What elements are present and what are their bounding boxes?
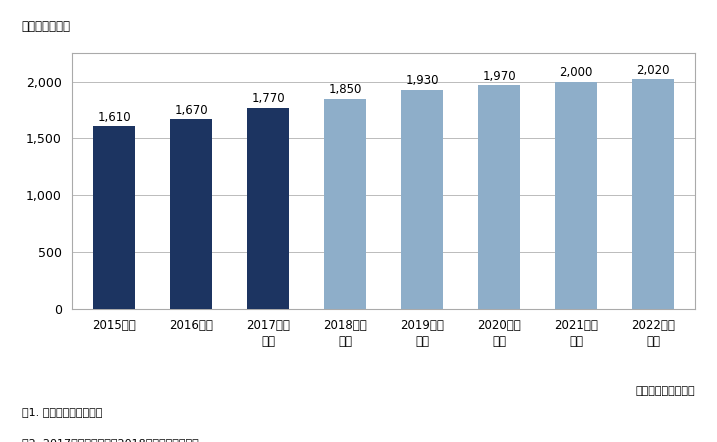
Bar: [401, 89, 443, 309]
Text: 1,970: 1,970: [483, 70, 516, 83]
Text: 1,610: 1,610: [98, 110, 131, 124]
Text: 注1. 事業者売上高ベース: 注1. 事業者売上高ベース: [22, 407, 102, 417]
Bar: [632, 79, 674, 309]
Text: 2,000: 2,000: [559, 66, 593, 79]
Text: 1,670: 1,670: [174, 104, 208, 117]
Bar: [555, 81, 597, 309]
Text: 1,930: 1,930: [405, 74, 439, 87]
Text: 1,770: 1,770: [251, 92, 285, 106]
Bar: [170, 119, 212, 309]
Text: 注2. 2017年度は見込値、2018年度以降は予測値: 注2. 2017年度は見込値、2018年度以降は予測値: [22, 438, 199, 442]
Bar: [247, 108, 289, 309]
Bar: [478, 85, 521, 309]
Text: 2,020: 2,020: [637, 64, 670, 77]
Text: （単位：億円）: （単位：億円）: [22, 19, 71, 33]
Bar: [324, 99, 366, 309]
Text: 1,850: 1,850: [328, 84, 362, 96]
Text: 矢野経済研究所調べ: 矢野経済研究所調べ: [636, 386, 695, 396]
Bar: [93, 126, 136, 309]
